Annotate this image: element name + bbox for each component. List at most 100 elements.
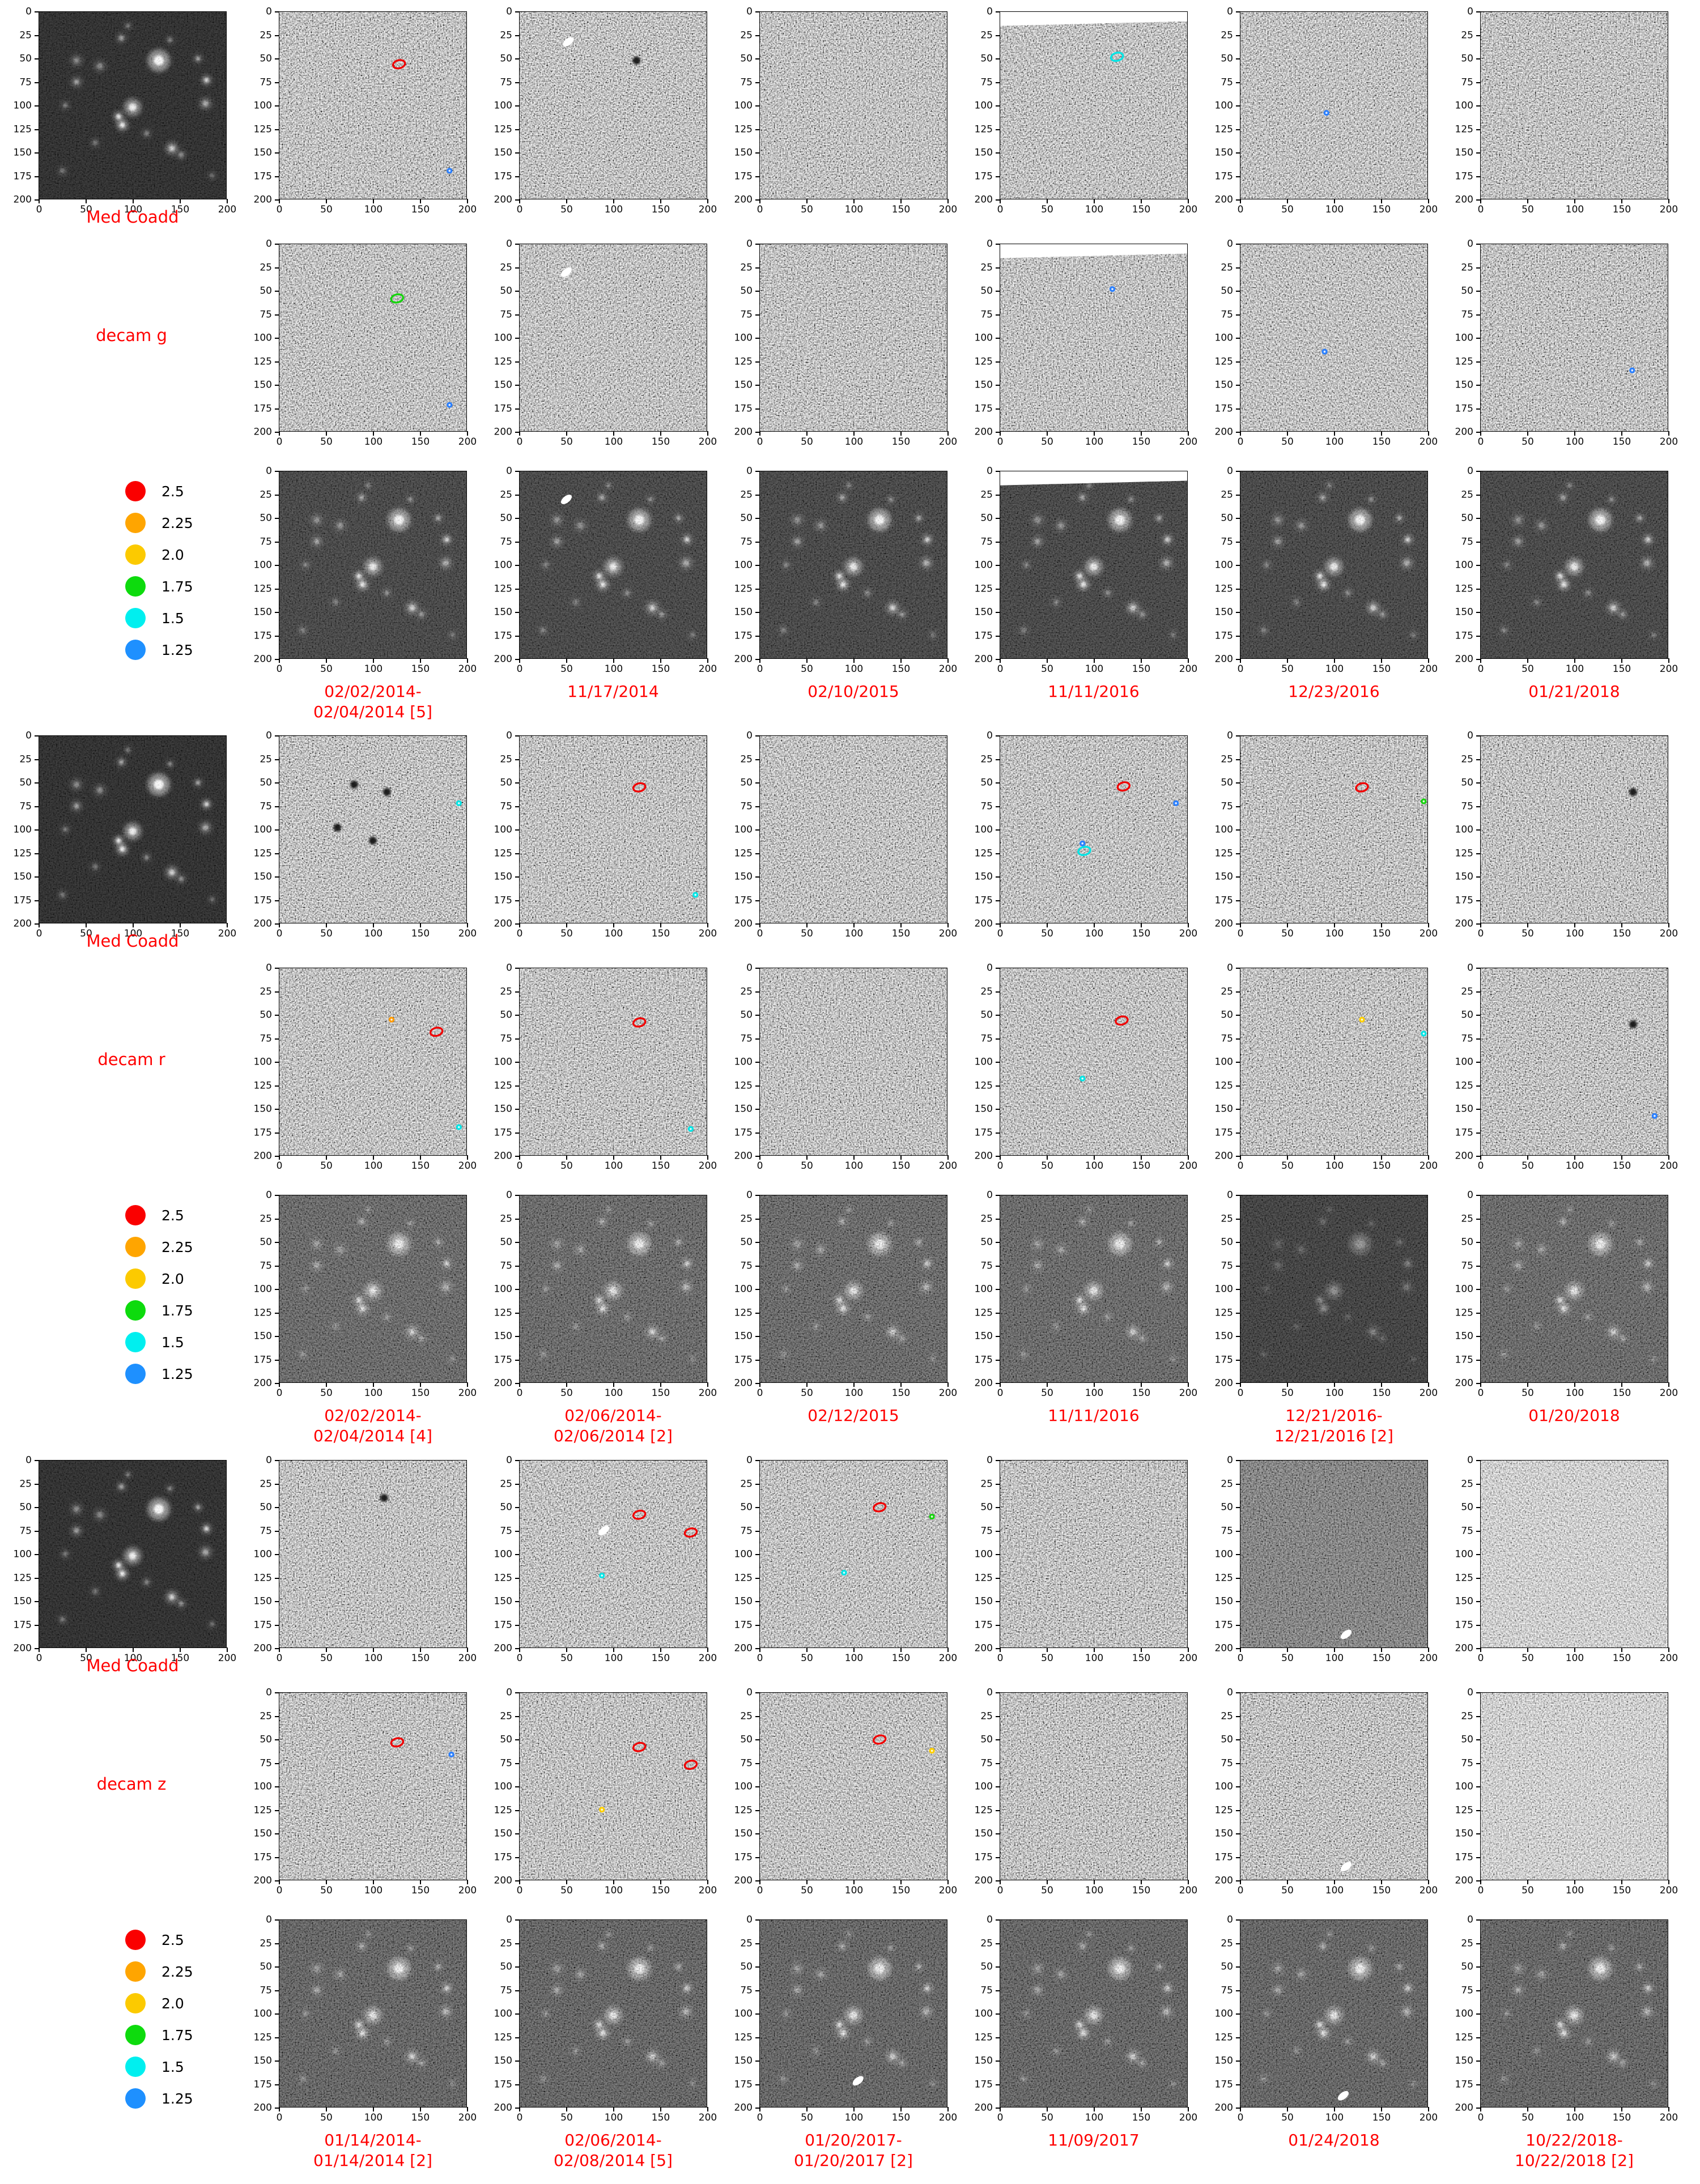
y-axis-tick-mark (755, 1715, 760, 1717)
x-axis-tick-label: 0 (277, 205, 283, 215)
x-axis-tick-mark (1574, 1647, 1575, 1652)
legend-value-label: 2.5 (162, 1932, 184, 1948)
difference-image (1240, 1461, 1427, 1647)
y-axis-tick-label: 25 (740, 263, 753, 273)
legend-color-swatch (125, 1993, 146, 2013)
y-axis-tick-label: 100 (254, 1057, 272, 1067)
difference-image-cell: 0 25 50 75 100 125 150 175 200 0 50 100 150 200 (961, 1455, 1201, 1687)
y-axis-tick-label: 125 (254, 849, 272, 858)
y-axis-tick-mark (275, 2084, 279, 2085)
y-axis-tick-mark (1476, 1383, 1481, 1384)
plot-frame: 0 25 50 75 100 125 150 175 200 0 50 100 150 200 (254, 731, 477, 939)
epoch-date-label: 01/14/2014- 01/14/2014 [2] (256, 2130, 490, 2171)
y-axis-tick-mark (275, 1483, 279, 1485)
x-axis-tick-mark (326, 1382, 327, 1387)
x-axis-tick-mark (1240, 923, 1241, 927)
legend-value-label: 2.5 (162, 483, 184, 500)
science-image-cell: 0 25 50 75 100 125 150 175 200 0 50 100 150 200 (481, 1915, 721, 2146)
science-image (520, 1920, 707, 2107)
y-axis-tick-mark (996, 2108, 1000, 2109)
x-axis-tick-mark (1574, 2107, 1575, 2111)
x-axis-tick-label: 50 (1522, 1654, 1534, 1663)
y-axis-tick-mark (275, 1857, 279, 1858)
y-axis-tick-label: 25 (740, 1939, 753, 1948)
y-axis-tick-label: 25 (1461, 1214, 1473, 1224)
y-axis-tick-label: 25 (260, 31, 272, 40)
y-axis-tick-mark (755, 267, 760, 269)
x-axis-tick-mark (1287, 1382, 1288, 1387)
x-axis-tick-mark (900, 431, 902, 436)
x-axis-tick-mark (519, 199, 520, 203)
science-image-cell: 0 25 50 75 100 125 150 175 200 0 50 100 150 200 (1201, 466, 1442, 697)
x-axis-tick-mark (373, 431, 374, 436)
legend-color-swatch (125, 481, 146, 501)
y-axis-tick-mark (275, 1038, 279, 1040)
x-axis-tick-mark (1094, 1382, 1095, 1387)
difference-image (760, 736, 947, 923)
y-axis-tick-mark (755, 105, 760, 107)
x-axis-tick-label: 200 (458, 929, 477, 939)
difference-image-cell: 0 25 50 75 100 125 150 175 200 0 50 100 150 200 (721, 239, 961, 470)
y-axis-tick-label: 200 (1215, 1151, 1233, 1161)
y-axis-tick-label: 125 (975, 2033, 993, 2042)
x-axis-tick-label: 200 (458, 665, 477, 674)
x-axis-tick-label: 150 (652, 929, 670, 939)
y-axis-tick-label: 150 (1455, 2056, 1473, 2066)
y-axis-tick-mark (1476, 1156, 1481, 1157)
y-axis-tick-label: 0 (266, 466, 272, 476)
y-axis-tick-label: 100 (975, 1057, 993, 1067)
y-axis-tick-label: 0 (746, 1688, 753, 1698)
y-axis-tick-mark (515, 291, 520, 292)
y-axis-tick-label: 125 (1455, 1573, 1473, 1583)
y-axis-tick-label: 175 (1455, 1853, 1473, 1862)
x-axis-tick-mark (853, 1382, 855, 1387)
difference-image-cell: 0 25 50 75 100 125 150 175 200 0 50 100 150 200 (721, 731, 961, 962)
y-axis-tick-label: 125 (494, 2033, 512, 2042)
y-axis-tick-label: 25 (260, 987, 272, 997)
y-axis-tick-mark (996, 1601, 1000, 1602)
y-axis-tick-mark (755, 176, 760, 177)
x-axis-tick-label: 50 (801, 1654, 813, 1663)
y-axis-tick-mark (996, 635, 1000, 637)
y-axis-tick-label: 150 (494, 1331, 512, 1342)
y-axis-tick-label: 150 (975, 1597, 993, 1607)
x-axis-tick-label: 150 (1613, 437, 1631, 447)
y-axis-tick-label: 200 (494, 1151, 512, 1161)
y-axis-tick-mark (35, 923, 39, 925)
legend-color-swatch (125, 1300, 146, 1321)
y-axis-tick-label: 175 (975, 1355, 993, 1365)
x-axis-tick-label: 50 (801, 437, 813, 447)
x-axis-tick-mark (1188, 199, 1189, 203)
plot-frame: 0 25 50 75 100 125 150 175 200 0 50 100 150 200 (975, 7, 1198, 215)
legend-color-swatch (125, 1961, 146, 1982)
y-axis-tick-mark (275, 385, 279, 386)
x-axis-tick-mark (900, 923, 902, 927)
y-axis-tick-label: 75 (500, 1034, 512, 1044)
x-axis-tick-label: 150 (1132, 437, 1150, 447)
y-axis-tick-mark (996, 338, 1000, 339)
x-axis-tick-mark (326, 1647, 327, 1652)
y-axis-tick-mark (1236, 2013, 1240, 2015)
y-axis-tick-mark (755, 244, 760, 245)
y-axis-tick-mark (275, 1383, 279, 1384)
y-axis-tick-mark (1476, 494, 1481, 496)
y-axis-tick-mark (515, 1833, 520, 1834)
y-axis-tick-mark (755, 314, 760, 316)
x-axis-tick-label: 100 (1085, 205, 1103, 215)
y-axis-tick-mark (755, 1739, 760, 1740)
difference-image (1481, 1461, 1668, 1647)
y-axis-tick-label: 125 (1215, 849, 1233, 858)
y-axis-tick-label: 100 (254, 1782, 272, 1792)
y-axis-tick-mark (1476, 565, 1481, 566)
y-axis-tick-mark (1476, 35, 1481, 36)
epoch-date-label: 02/12/2015 (737, 1406, 970, 1426)
legend-item: 2.5 (125, 1924, 193, 1956)
y-axis-tick-mark (1236, 1312, 1240, 1314)
x-axis-tick-mark (373, 199, 374, 203)
x-axis-tick-mark (900, 1155, 902, 1160)
y-axis-tick-label: 50 (1461, 778, 1473, 788)
x-axis-tick-label: 100 (1325, 1886, 1344, 1896)
y-axis-tick-label: 200 (975, 654, 993, 665)
y-axis-tick-mark (1236, 900, 1240, 901)
y-axis-tick-label: 75 (1461, 310, 1473, 320)
